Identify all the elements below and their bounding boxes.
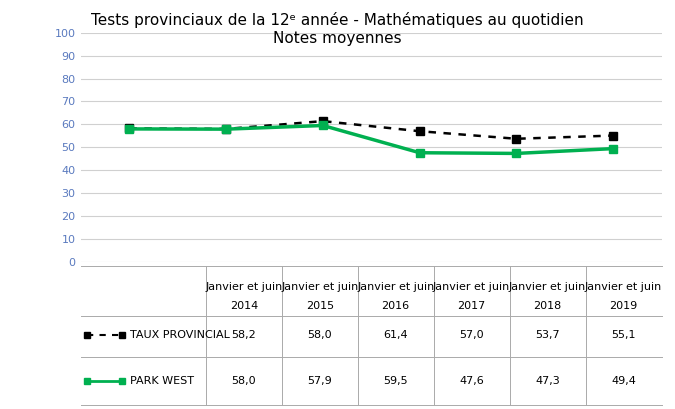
Text: 2017: 2017 [458,301,486,311]
Text: PARK WEST: PARK WEST [130,376,194,386]
Text: 59,5: 59,5 [383,376,408,386]
Text: TAUX PROVINCIAL: TAUX PROVINCIAL [130,330,230,340]
Text: Janvier et juin: Janvier et juin [585,282,662,292]
Text: 57,0: 57,0 [459,330,484,340]
Text: 58,0: 58,0 [232,376,256,386]
Text: 2019: 2019 [610,301,638,311]
Text: 47,6: 47,6 [459,376,484,386]
Text: 53,7: 53,7 [535,330,560,340]
Text: Janvier et juin: Janvier et juin [205,282,282,292]
Text: 2014: 2014 [230,301,258,311]
Text: 2015: 2015 [306,301,334,311]
Text: 57,9: 57,9 [307,376,332,386]
Text: 2018: 2018 [533,301,562,311]
Text: 49,4: 49,4 [611,376,636,386]
Text: Janvier et juin: Janvier et juin [433,282,510,292]
Text: 55,1: 55,1 [612,330,636,340]
Text: 58,0: 58,0 [307,330,332,340]
Text: Janvier et juin: Janvier et juin [357,282,434,292]
Text: 61,4: 61,4 [383,330,408,340]
Text: 58,2: 58,2 [232,330,256,340]
Text: Janvier et juin: Janvier et juin [509,282,586,292]
Text: Janvier et juin: Janvier et juin [281,282,358,292]
Text: 47,3: 47,3 [535,376,560,386]
Text: Tests provinciaux de la 12ᵉ année - Mathématiques au quotidien
Notes moyennes: Tests provinciaux de la 12ᵉ année - Math… [91,12,584,46]
Text: 2016: 2016 [381,301,410,311]
